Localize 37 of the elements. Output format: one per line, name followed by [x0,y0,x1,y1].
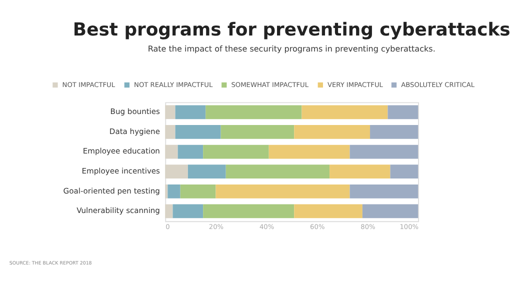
bar [175,125,221,139]
bar [388,105,418,120]
bar [350,184,418,198]
bar [206,105,302,120]
y-tick-label: Goal-oriented pen testing [63,186,160,196]
bar [172,204,204,218]
bar [203,144,269,159]
bar [178,144,204,159]
bar [390,164,418,179]
bar [220,125,294,139]
y-tick-label: Employee education [82,146,160,156]
bar [175,105,206,120]
y-tick-label: Vulnerability scanning [76,206,160,216]
bar [370,125,418,139]
bar [268,144,350,159]
bar [302,105,388,120]
bar [168,184,180,198]
bar [165,105,176,120]
chart-title: Best programs for preventing cyberattacks [72,20,510,41]
bar [330,164,390,179]
bar [180,184,216,198]
bar [165,125,176,139]
y-tick-label: Employee incentives [82,166,160,176]
bar [362,204,418,218]
y-tick-label: Data hygiene [109,126,160,136]
bar [165,204,173,218]
bar [226,164,330,179]
y-tick-label: Bug bounties [110,107,160,116]
bar [203,204,294,218]
bar [165,144,178,159]
bar [350,144,418,159]
bar [294,204,362,218]
bar [165,164,188,179]
bar [188,164,226,179]
bar [216,184,350,198]
bar [165,184,168,198]
bar [294,125,370,139]
